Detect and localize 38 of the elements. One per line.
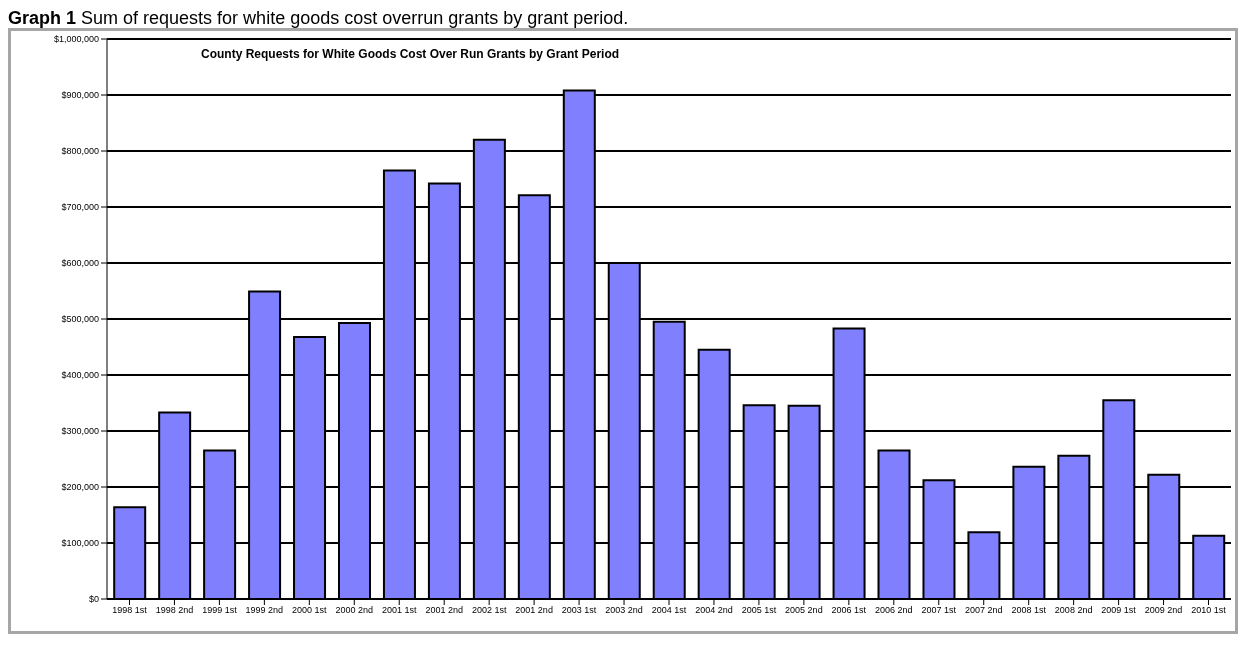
x-tick-label: 2001 2nd bbox=[425, 605, 463, 616]
y-tick-label: $400,000 bbox=[61, 370, 99, 381]
x-tick-label: 2006 2nd bbox=[875, 605, 913, 616]
y-tick-label: $500,000 bbox=[61, 314, 99, 325]
x-tick-label: 2004 1st bbox=[651, 605, 687, 616]
caption: Graph 1 Sum of requests for white goods cost overrun grants by grant period. bbox=[8, 8, 630, 28]
y-tick-label: $1,000,000 bbox=[53, 34, 99, 45]
y-tick-label: $900,000 bbox=[61, 90, 99, 101]
y-tick-label: $800,000 bbox=[61, 146, 99, 157]
x-tick-label: 2008 2nd bbox=[1054, 605, 1093, 616]
y-tick-label: $200,000 bbox=[61, 482, 99, 493]
x-tick-label: 2005 1st bbox=[741, 605, 777, 616]
x-tick-label: 2003 2nd bbox=[605, 605, 643, 616]
x-tick-label: 2000 2nd bbox=[335, 605, 374, 616]
x-tick-label: 1998 1st bbox=[112, 605, 148, 616]
x-tick-label: 2000 1st bbox=[292, 605, 328, 616]
x-tick-label: 2002 1st bbox=[471, 605, 507, 616]
text: County Requests for White Goods Cost Over Run Grants by Grant Period bbox=[201, 47, 620, 61]
x-tick-label: 2006 1st bbox=[831, 605, 867, 616]
x-tick-label: 2001 1st bbox=[381, 605, 417, 616]
x-tick-label: 2007 2nd bbox=[964, 605, 1003, 616]
x-tick-label: 2010 1st bbox=[1191, 605, 1227, 616]
x-tick-label: 1999 2nd bbox=[245, 605, 284, 616]
y-tick-label: $0 bbox=[88, 594, 99, 605]
y-tick-label: $100,000 bbox=[61, 538, 99, 549]
x-tick-label: 2008 1st bbox=[1011, 605, 1047, 616]
x-tick-label: 1999 1st bbox=[202, 605, 238, 616]
y-tick-label: $600,000 bbox=[61, 258, 99, 269]
x-tick-label: 2005 2nd bbox=[785, 605, 823, 616]
y-tick-label: $700,000 bbox=[61, 202, 99, 213]
x-tick-label: 2003 1st bbox=[561, 605, 597, 616]
x-tick-label: 2004 2nd bbox=[695, 605, 733, 616]
x-tick-label: 1998 2nd bbox=[155, 605, 194, 616]
x-tick-label: 2001 2nd bbox=[515, 605, 553, 616]
y-tick-label: $300,000 bbox=[61, 426, 99, 437]
x-tick-label: 2009 1st bbox=[1101, 605, 1137, 616]
x-tick-label: 2009 2nd bbox=[1144, 605, 1183, 616]
x-tick-label: 2007 1st bbox=[921, 605, 957, 616]
